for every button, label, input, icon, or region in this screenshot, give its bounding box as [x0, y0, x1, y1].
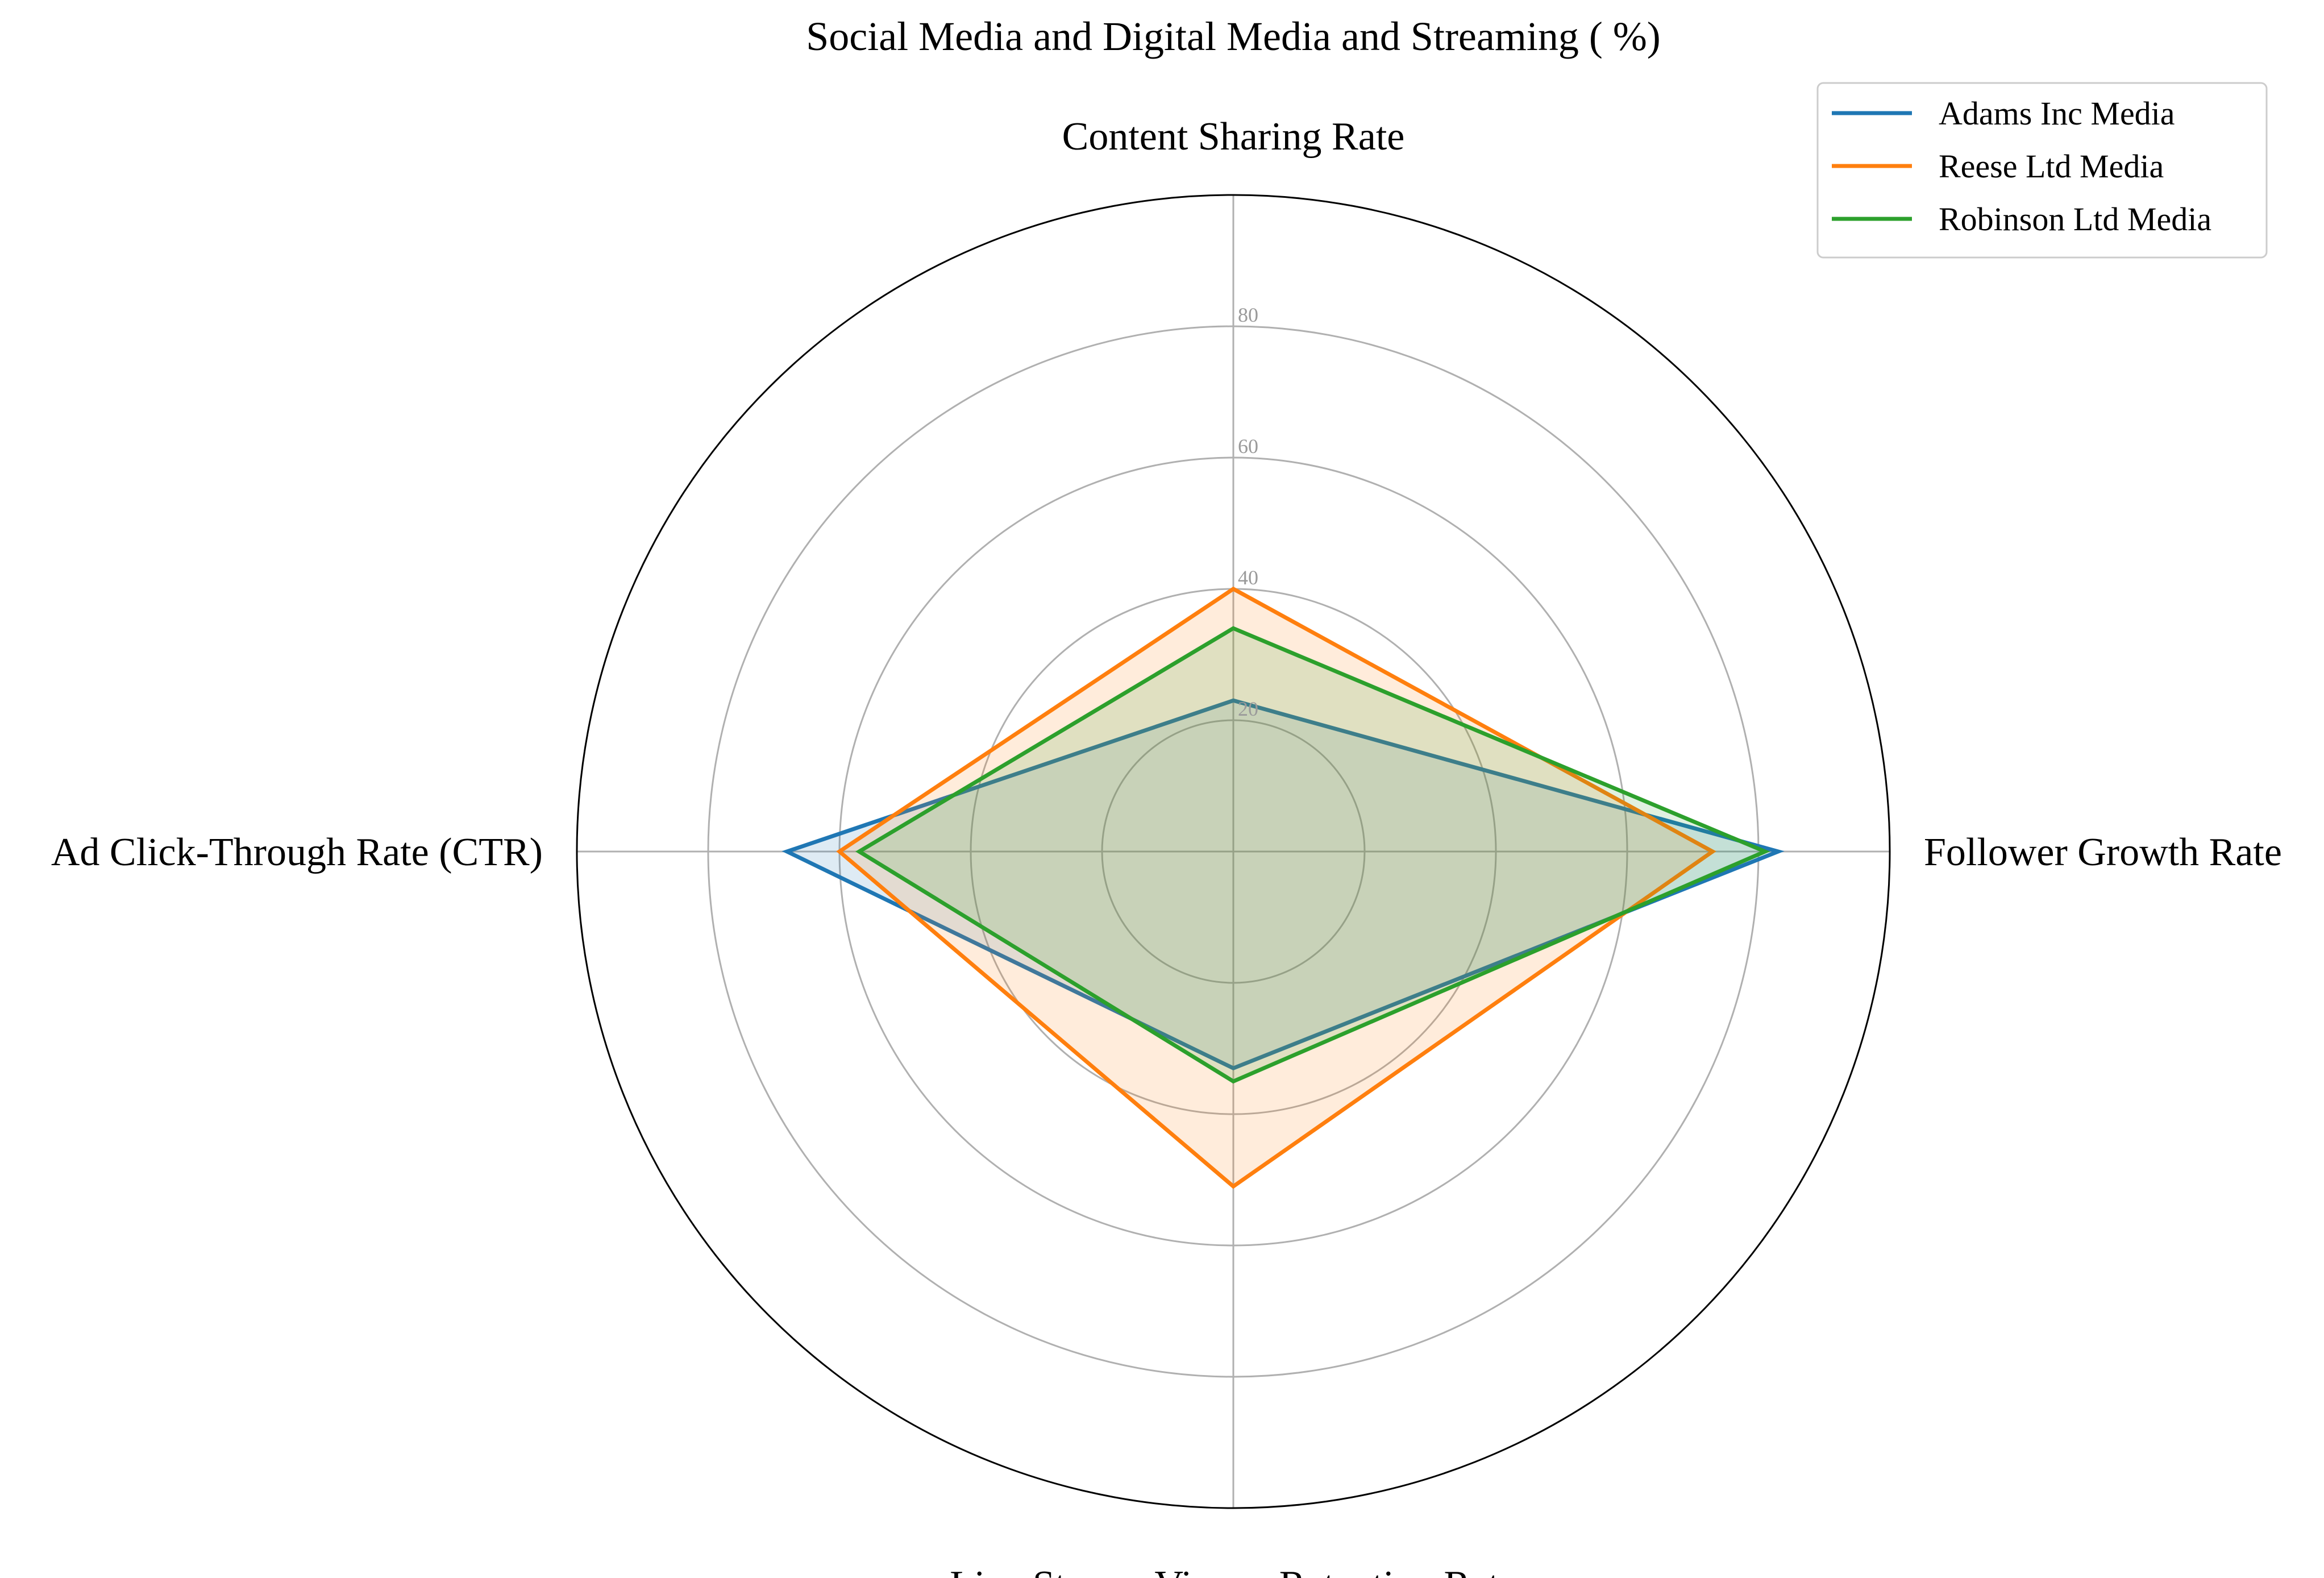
tick-label: 80	[1238, 304, 1258, 326]
legend-box	[1816, 82, 2268, 259]
axis-labels: Content Sharing Rate Follower Growth Rate…	[51, 115, 2282, 1578]
data-point	[1233, 1068, 1234, 1069]
data-point	[839, 851, 840, 852]
series-2	[855, 626, 1770, 1084]
chart-title: Social Media and Digital Media and Strea…	[806, 14, 1661, 59]
series-area	[787, 700, 1778, 1069]
axis-label: Ad Click-Through Rate (CTR)	[51, 830, 543, 874]
outer-frame	[576, 194, 1891, 1509]
series-area	[859, 628, 1765, 1082]
legend-label: Reese Ltd Media	[1939, 148, 2164, 185]
data-point	[1233, 700, 1234, 701]
tick-label: 60	[1238, 435, 1258, 458]
data-point	[1712, 851, 1714, 852]
data-point	[858, 851, 860, 852]
data-point	[1777, 851, 1779, 852]
data-point	[1233, 1186, 1234, 1187]
legend-label: Robinson Ltd Media	[1939, 201, 2211, 238]
series-0	[781, 698, 1785, 1071]
legend: Adams Inc Media Reese Ltd Media Robinson L…	[1816, 82, 2268, 259]
series-layer	[781, 586, 1785, 1189]
tick-label: 20	[1238, 697, 1258, 720]
axis-label: Follower Growth Rate	[1924, 830, 2282, 874]
tick-label: 40	[1238, 566, 1258, 589]
data-point	[786, 851, 788, 852]
data-point	[1233, 1081, 1234, 1082]
legend-label: Adams Inc Media	[1939, 95, 2175, 132]
data-point	[1764, 851, 1766, 852]
axis-label: Content Sharing Rate	[1062, 115, 1405, 159]
axis-label: Live Stream Viewer Retention Rate	[950, 1563, 1517, 1578]
data-point	[1233, 628, 1234, 629]
data-point	[1233, 588, 1234, 589]
tick-labels: 20 40 60 80	[1238, 304, 1258, 720]
